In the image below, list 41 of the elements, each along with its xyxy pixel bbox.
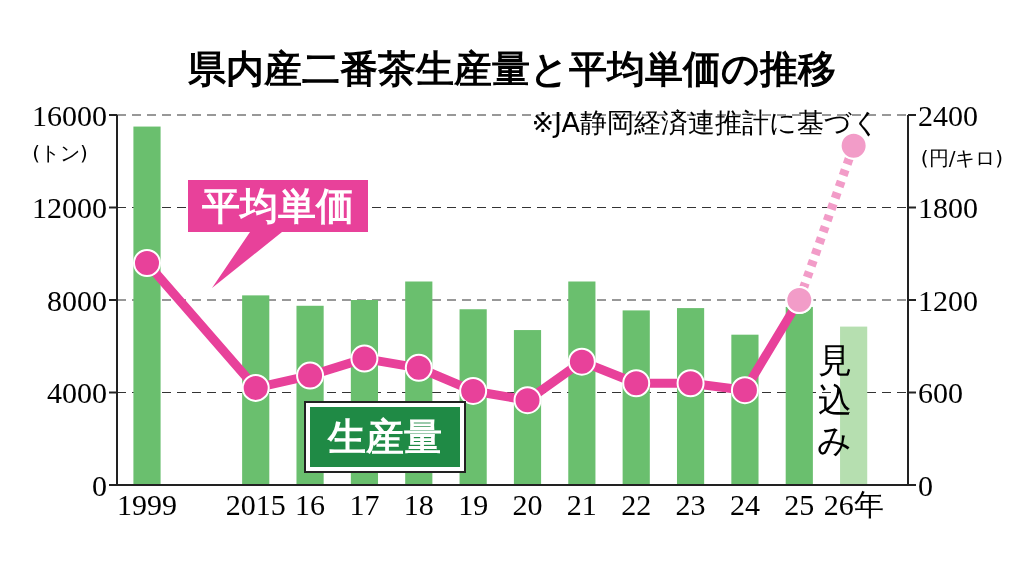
- y-tick-label: 4000: [47, 376, 107, 409]
- x-tick-label: 1999: [117, 488, 177, 521]
- point: [513, 386, 542, 415]
- y-tick-label: 12000: [32, 191, 107, 224]
- annotation: 見込み: [817, 340, 853, 460]
- y2-tick-label: 1800: [918, 191, 978, 224]
- series-label: 生産量: [327, 415, 442, 459]
- point: [676, 369, 705, 398]
- x-tick-label: 2015: [225, 488, 286, 521]
- x-tick-label: 26年: [823, 488, 884, 521]
- y2-tick-label: 2400: [918, 98, 978, 132]
- y-tick-label: 8000: [47, 283, 107, 317]
- y-axis-title: (トン): [32, 141, 88, 165]
- y2-tick-label: 1200: [918, 283, 978, 317]
- x-tick-label: 24: [729, 488, 760, 521]
- bar: [785, 306, 813, 485]
- series-label: 平均単価: [202, 184, 354, 228]
- point: [567, 347, 596, 376]
- point: [404, 353, 433, 382]
- x-tick-label: 21: [566, 488, 597, 521]
- point: [296, 361, 325, 390]
- point: [241, 373, 270, 402]
- x-tick-label: 25: [784, 488, 815, 521]
- point: [730, 376, 759, 405]
- y-tick-label: 0: [92, 468, 107, 502]
- annotation: ※JA静岡経済連推計に基づく: [531, 107, 880, 138]
- x-tick-label: 16: [295, 488, 326, 521]
- x-tick-label: 22: [621, 488, 652, 521]
- y2-tick-label: 600: [918, 376, 963, 409]
- x-tick-label: 20: [512, 488, 543, 521]
- y2-tick-label: 0: [918, 468, 933, 502]
- point: [622, 369, 651, 398]
- chart-title: 県内産二番茶生産量と平均単価の推移: [187, 47, 836, 91]
- y2-axis-title: (円/キロ): [920, 146, 1004, 170]
- x-tick-label: 18: [403, 488, 434, 521]
- point: [350, 344, 379, 373]
- x-tick-label: 23: [675, 488, 706, 521]
- point: [459, 376, 488, 405]
- x-tick-label: 19: [458, 488, 489, 521]
- y-tick-label: 16000: [32, 98, 107, 132]
- x-tick-label: 17: [349, 488, 380, 521]
